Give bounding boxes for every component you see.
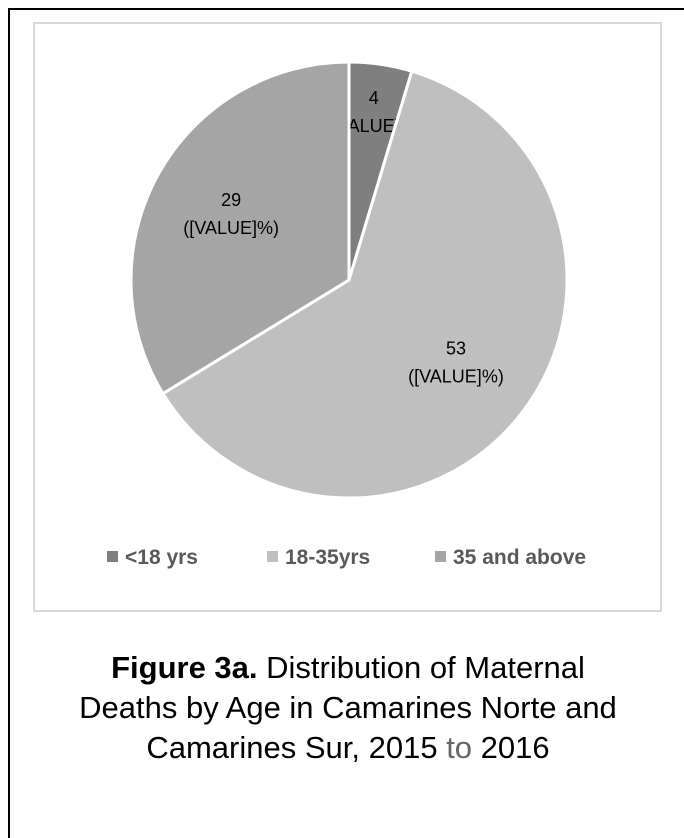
legend-label-2: 18-35yrs: [285, 546, 370, 569]
legend-label-3: 35 and above: [453, 546, 586, 569]
caption-text-line2: Deaths by Age in Camarines Norte and: [79, 690, 617, 725]
legend-swatch-2: [267, 551, 278, 562]
data-label-percent-3: ([VALUE]%): [183, 218, 279, 238]
data-label-percent-2: ([VALUE]%): [408, 367, 504, 387]
caption-text-to: to: [446, 730, 473, 765]
figure-frame: [8, 8, 684, 838]
caption-text-line1: Distribution of Maternal: [257, 650, 585, 685]
data-label-value-1: 4: [369, 88, 379, 108]
figure-caption: Figure 3a. Distribution of Maternal Deat…: [14, 648, 682, 768]
pie-slice-2: [160, 69, 569, 500]
chart-area: 4 ([VALUE]%) 53 ([VALUE]%) 29 ([VALUE]%) <18 y…: [33, 22, 662, 612]
data-label-value-3: 29: [221, 190, 241, 210]
data-label-value-2: 53: [446, 339, 466, 359]
caption-text-line3a: Camarines Sur, 2015: [146, 730, 447, 765]
caption-figure-number: Figure 3a.: [111, 650, 258, 685]
legend-swatch-3: [435, 551, 446, 562]
pie-chart: 4([VALUE]%)53([VALUE]%)29([VALUE]%)<18 y…: [107, 60, 586, 569]
legend-swatch-1: [107, 551, 118, 562]
legend-label-1: <18 yrs: [125, 546, 198, 569]
pie-slice-3: [129, 60, 351, 396]
caption-text-line3b: 2016: [472, 730, 550, 765]
